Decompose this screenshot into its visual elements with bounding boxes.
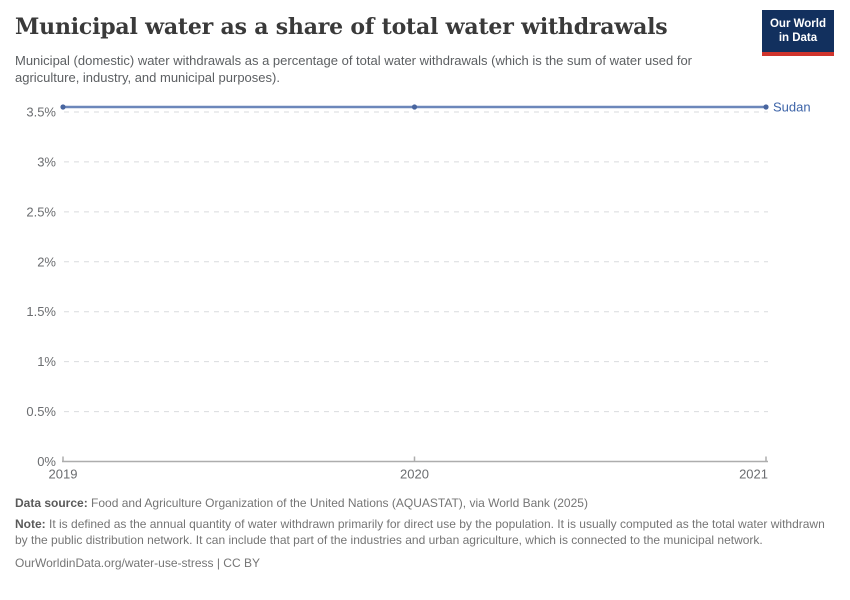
owid-logo[interactable]: Our World in Data xyxy=(761,10,834,56)
note-label: Note: xyxy=(15,516,46,531)
y-tick-label: 3% xyxy=(37,154,56,169)
chart-subtitle: Municipal (domestic) water withdrawals a… xyxy=(15,53,693,85)
owid-logo-line1: Our World xyxy=(769,18,826,30)
line-chart: 0% 0.5% 1% 1.5% 2% 2.5% 3% 3.5% 2019 2020 2021 Suda… xyxy=(0,95,850,490)
x-tick-label: 2021 xyxy=(739,467,768,482)
note-line: Note: It is defined as the annual quanti… xyxy=(15,517,830,549)
y-tick-label: 3.5% xyxy=(26,105,56,120)
footer-url: OurWorldinData.org/water-use-stress | CC… xyxy=(15,555,260,570)
data-source-text: Food and Agriculture Organization of the… xyxy=(91,496,588,510)
series-label-sudan[interactable]: Sudan xyxy=(773,100,811,115)
chart-footer: Data source: Food and Agriculture Organi… xyxy=(15,496,830,577)
data-point[interactable] xyxy=(60,104,66,110)
page-title: Municipal water as a share of total wate… xyxy=(15,14,668,40)
y-tick-label: 1% xyxy=(37,354,56,369)
x-tick-label: 2020 xyxy=(400,467,429,482)
y-tick-label: 2.5% xyxy=(26,204,56,219)
data-source-line: Data source: Food and Agriculture Organi… xyxy=(15,496,830,512)
y-tick-label: 1.5% xyxy=(26,304,56,319)
y-tick-label: 2% xyxy=(37,254,56,269)
data-point[interactable] xyxy=(763,104,769,110)
note-text: It is defined as the annual quantity of … xyxy=(15,516,825,547)
data-point[interactable] xyxy=(411,104,418,110)
chart-svg: 0% 0.5% 1% 1.5% 2% 2.5% 3% 3.5% 2019 2020 2021 Suda… xyxy=(26,100,811,482)
y-tick-label: 0.5% xyxy=(26,404,56,419)
owid-logo-line2: in Data xyxy=(778,32,818,45)
data-source-label: Data source: xyxy=(15,496,88,510)
y-tick-label: 0% xyxy=(37,454,56,469)
x-tick-label: 2019 xyxy=(49,467,78,482)
